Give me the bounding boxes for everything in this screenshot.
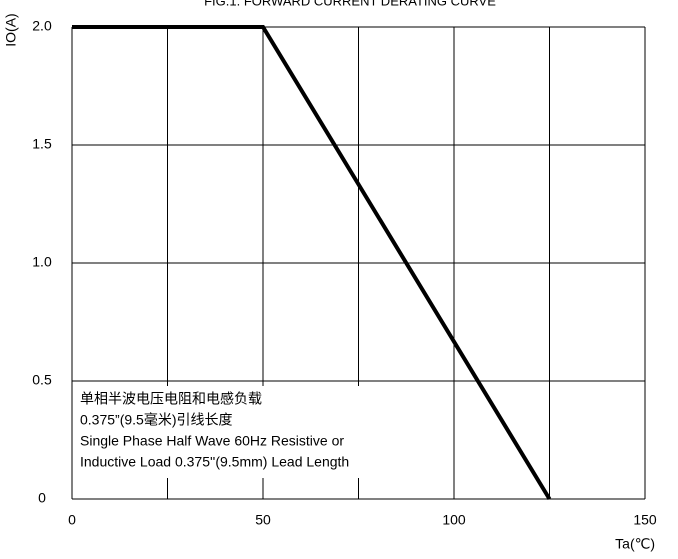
x-tick-label: 50 xyxy=(255,512,271,528)
x-axis-label: Ta(℃) xyxy=(615,536,655,552)
annotation: 0.375”(9.5毫米)引线长度 xyxy=(80,412,232,428)
annotation: Inductive Load 0.375''(9.5mm) Lead Lengt… xyxy=(80,454,349,470)
x-tick-label: 100 xyxy=(442,512,466,528)
y-tick-label: 1.5 xyxy=(32,136,52,152)
annotation-box xyxy=(76,386,406,478)
y-tick-label: 1.0 xyxy=(32,254,52,270)
annotation: Single Phase Half Wave 60Hz Resistive or xyxy=(80,433,344,449)
chart-title: FIG.1. FORWARD CURRENT DERATING CURVE xyxy=(204,0,496,8)
y-tick-label: 0.5 xyxy=(32,372,52,388)
annotation: 单相半波电压电阻和电感负载 xyxy=(80,391,262,407)
y-axis-label: IO(A) xyxy=(3,13,19,46)
x-tick-label: 150 xyxy=(633,512,657,528)
y-tick-label: 0 xyxy=(38,490,46,506)
x-tick-label: 0 xyxy=(68,512,76,528)
y-tick-label: 2.0 xyxy=(32,18,52,34)
data-line xyxy=(72,25,552,501)
